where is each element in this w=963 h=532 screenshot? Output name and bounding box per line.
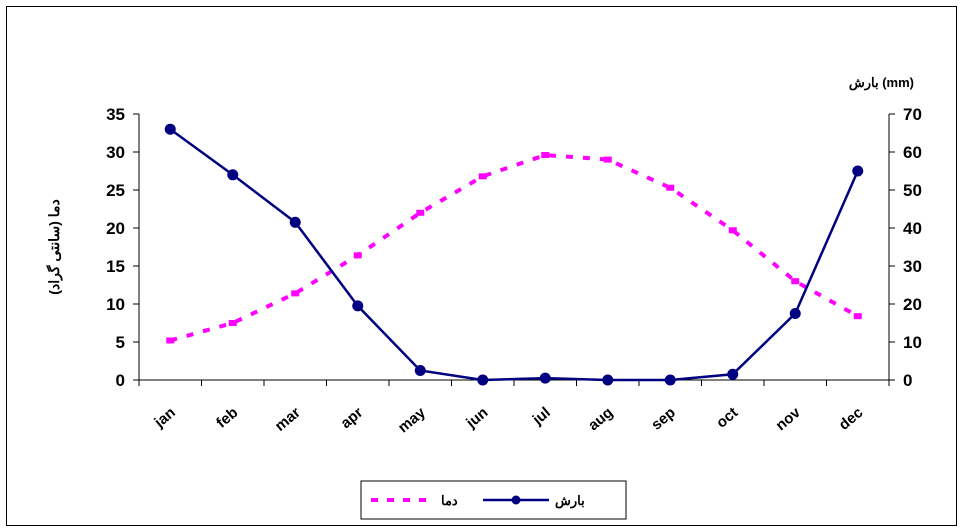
legend-marker-precipitation <box>511 495 521 505</box>
right-axis-label: بارش (mm) <box>849 75 914 91</box>
chart-frame: 0 5 10 15 20 25 30 35 0 10 20 30 40 50 60 70 jan feb mar ap… <box>6 6 957 526</box>
temperature-point <box>291 290 300 297</box>
left-tick-label: 10 <box>106 295 125 314</box>
temperature-point <box>853 313 862 320</box>
left-tick-label: 20 <box>106 219 125 238</box>
temperature-point <box>166 337 175 344</box>
left-tick-label: 5 <box>116 333 125 352</box>
x-tick-label: oct <box>713 404 741 431</box>
series-line-precipitation <box>169 128 859 382</box>
series-line-temperature <box>169 153 859 343</box>
series-layer <box>164 123 864 386</box>
x-tick-label: jul <box>529 404 554 429</box>
x-tick-label: aug <box>585 404 616 434</box>
x-tick-label: apr <box>338 404 367 432</box>
left-tick-label: 15 <box>106 257 125 276</box>
right-tick-label: 0 <box>903 371 912 390</box>
right-tick-label: 10 <box>903 333 922 352</box>
chart: 0 5 10 15 20 25 30 35 0 10 20 30 40 50 60 70 jan feb mar ap… <box>46 75 922 520</box>
precipitation-point <box>289 216 301 228</box>
legend-label-temperature: دما <box>441 493 458 508</box>
right-tick-label: 40 <box>903 219 922 238</box>
left-tick-label: 25 <box>106 181 125 200</box>
x-tick-label: mar <box>272 404 304 435</box>
precipitation-point <box>664 374 676 386</box>
precipitation-point <box>227 169 239 181</box>
precipitation-point <box>602 374 614 386</box>
temperature-point <box>416 209 425 216</box>
x-tick-label: may <box>395 404 429 437</box>
left-axis-label: دما (سانتی گراد) <box>46 199 63 294</box>
temperature-point <box>228 320 237 326</box>
precipitation-point <box>539 372 551 384</box>
x-tick-label: nov <box>772 404 804 435</box>
precipitation-point <box>789 308 801 319</box>
left-tick-label: 30 <box>106 143 125 162</box>
temperature-point <box>353 252 362 259</box>
left-tick-label: 0 <box>116 371 125 390</box>
legend-label-precipitation: بارش <box>555 493 585 509</box>
x-tick-label: jan <box>151 404 179 432</box>
precipitation-point <box>477 374 489 386</box>
right-tick-label: 50 <box>903 181 922 200</box>
temperature-point <box>791 278 800 285</box>
precipitation-point <box>852 165 864 177</box>
temperature-point <box>666 184 675 191</box>
left-tick-label: 35 <box>106 105 125 124</box>
precipitation-point <box>727 368 739 380</box>
right-tick-label: 30 <box>903 257 922 276</box>
right-tick-label: 60 <box>903 143 922 162</box>
right-tick-label: 70 <box>903 105 922 124</box>
temperature-point <box>541 152 550 159</box>
x-tick-label: jun <box>462 404 491 432</box>
precipitation-point <box>414 365 426 376</box>
x-tick-label: feb <box>213 404 241 431</box>
x-tick-label: dec <box>836 404 867 434</box>
precipitation-point <box>164 123 176 135</box>
legend: دما بارش <box>360 480 627 520</box>
temperature-point <box>603 156 612 163</box>
temperature-point <box>728 227 737 234</box>
precipitation-point <box>352 300 364 312</box>
temperature-point <box>478 173 487 180</box>
axes: 0 5 10 15 20 25 30 35 0 10 20 30 40 50 60 70 jan feb mar ap… <box>106 105 922 436</box>
right-tick-label: 20 <box>903 295 922 314</box>
x-tick-label: sep <box>648 404 679 434</box>
